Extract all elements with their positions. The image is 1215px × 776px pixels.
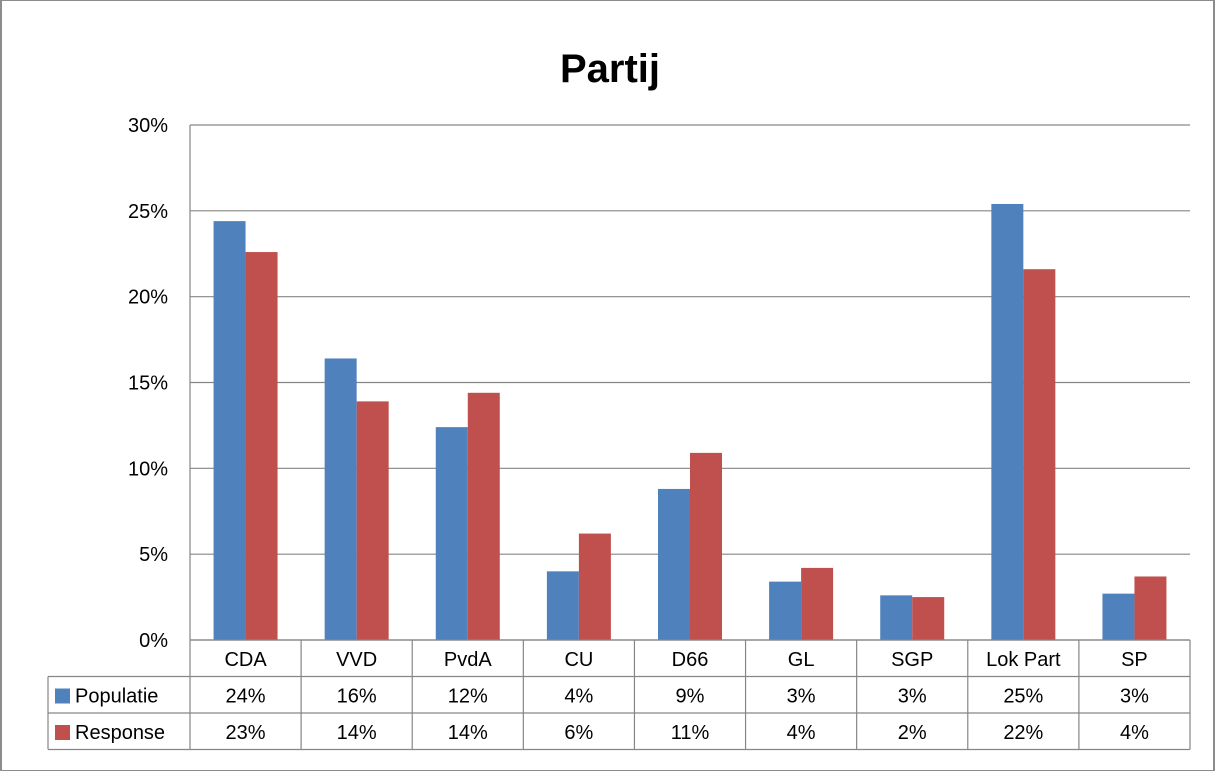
x-tick-label: SGP	[891, 649, 933, 671]
data-label-populatie: 12%	[448, 686, 488, 708]
bar-populatie-sp	[1102, 593, 1135, 640]
bar-populatie-sgp	[880, 595, 913, 640]
y-tick-label: 5%	[139, 544, 168, 566]
data-label-populatie: 16%	[337, 686, 377, 708]
x-tick-label: D66	[672, 649, 709, 671]
data-label-populatie: 9%	[676, 686, 705, 708]
data-label-populatie: 25%	[1003, 686, 1043, 708]
data-label-response: 4%	[1120, 722, 1149, 744]
bar-populatie-cda	[213, 221, 246, 640]
bar-response-vvd	[356, 401, 389, 640]
x-tick-label: SP	[1121, 649, 1148, 671]
data-label-response: 22%	[1003, 722, 1043, 744]
data-label-response: 23%	[226, 722, 266, 744]
bar-response-sgp	[912, 597, 945, 640]
x-tick-label: PvdA	[444, 649, 492, 671]
data-label-response: 11%	[671, 722, 710, 744]
data-label-response: 4%	[787, 722, 816, 744]
bar-populatie-lok-part	[991, 203, 1024, 640]
y-tick-label: 25%	[128, 201, 168, 223]
data-label-populatie: 4%	[564, 686, 593, 708]
data-label-response: 6%	[564, 722, 593, 744]
bar-populatie-pvda	[435, 427, 468, 640]
bar-populatie-gl	[769, 581, 802, 640]
legend-swatch-populatie	[55, 688, 70, 704]
bar-populatie-cu	[546, 571, 579, 640]
bar-response-cu	[578, 533, 611, 640]
data-label-populatie: 3%	[787, 686, 816, 708]
bar-response-lok-part	[1023, 269, 1056, 640]
chart-title: Partij	[560, 47, 660, 91]
data-label-populatie: 3%	[1120, 686, 1149, 708]
x-tick-label: GL	[788, 649, 815, 671]
x-tick-label: VVD	[336, 649, 377, 671]
legend-label-response: Response	[75, 722, 165, 744]
data-label-populatie: 24%	[226, 686, 266, 708]
legend-label-populatie: Populatie	[75, 686, 158, 708]
y-tick-label: 10%	[128, 458, 168, 480]
x-tick-label: CU	[564, 649, 593, 671]
bar-populatie-d66	[658, 488, 690, 640]
data-label-response: 2%	[898, 722, 927, 744]
data-label-response: 14%	[337, 722, 377, 744]
data-label-response: 14%	[448, 722, 488, 744]
bar-response-pvda	[467, 392, 500, 640]
bar-response-gl	[801, 567, 834, 640]
y-tick-label: 20%	[128, 287, 168, 309]
bar-response-d66	[690, 452, 722, 640]
data-label-populatie: 3%	[898, 686, 927, 708]
x-tick-label: CDA	[224, 649, 267, 671]
bar-response-cda	[245, 252, 278, 641]
y-tick-label: 30%	[128, 115, 168, 137]
bar-populatie-vvd	[324, 358, 357, 640]
bar-response-sp	[1134, 576, 1167, 640]
legend-swatch-response	[55, 725, 70, 740]
y-tick-label: 0%	[139, 630, 168, 652]
y-tick-label: 15%	[128, 373, 168, 395]
x-tick-label: Lok Part	[986, 649, 1061, 671]
